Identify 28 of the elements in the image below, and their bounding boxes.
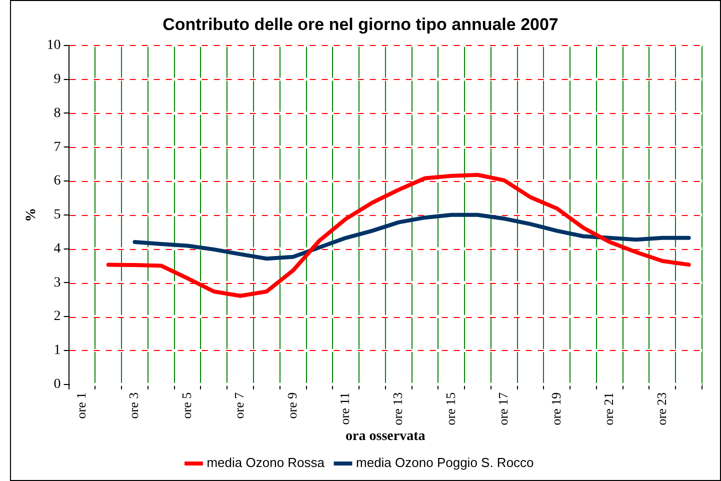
x-axis-title: ora osservata — [346, 429, 426, 444]
y-tick-label: 6 — [54, 174, 61, 189]
legend-label: media Ozono Rossa — [206, 455, 326, 470]
x-tick-label: ore 5 — [178, 392, 194, 419]
x-tick-label: ore 3 — [126, 392, 142, 419]
legend-label: media Ozono Poggio S. Rocco — [356, 455, 534, 470]
y-tick-label: 8 — [54, 106, 61, 121]
x-tick-label: ore 7 — [232, 392, 247, 419]
y-tick-label: 7 — [54, 140, 61, 155]
chart-title: Contributo delle ore nel giorno tipo annuale 2007 — [162, 14, 558, 34]
x-tick-label: ore 19 — [548, 392, 564, 426]
y-tick-label: 9 — [54, 72, 61, 87]
y-tick-label: 2 — [54, 309, 61, 324]
y-tick-label: 5 — [54, 208, 61, 223]
y-tick-label: 4 — [54, 241, 61, 256]
x-tick-label: ore 15 — [442, 392, 458, 426]
y-tick-label: 1 — [54, 343, 61, 358]
y-tick-label: 3 — [54, 275, 61, 290]
x-tick-label: ore 17 — [496, 392, 511, 426]
y-tick-label: 10 — [46, 38, 61, 54]
x-tick-label: ore 11 — [337, 392, 352, 425]
y-tick-label: 0 — [54, 377, 61, 392]
x-tick-label: ore 1 — [73, 392, 88, 419]
x-tick-label: ore 9 — [284, 392, 300, 419]
x-tick-label: ore 13 — [390, 392, 406, 426]
x-tick-label: ore 23 — [654, 392, 669, 426]
y-axis-title: % — [24, 208, 40, 222]
x-tick-label: ore 21 — [601, 392, 616, 426]
